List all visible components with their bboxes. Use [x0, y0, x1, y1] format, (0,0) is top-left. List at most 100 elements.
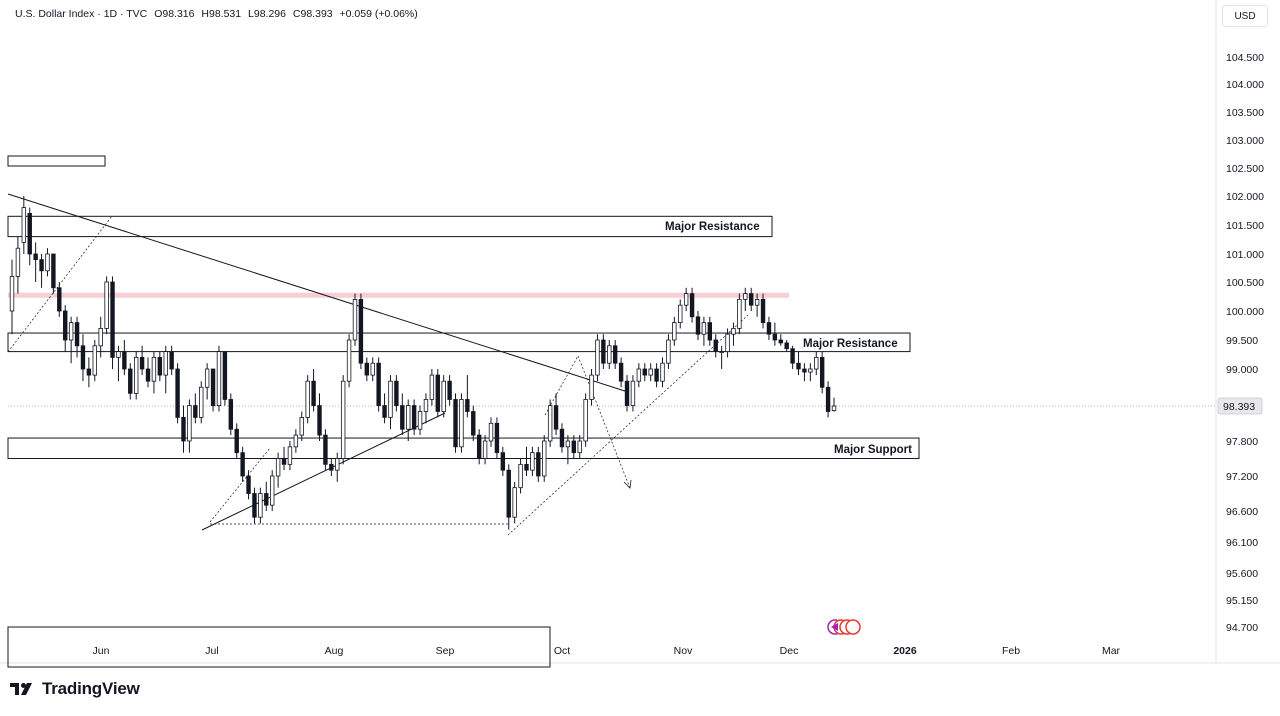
candle: [784, 340, 789, 352]
time-axis: Jun Jul Aug Sep Oct Nov Dec 2026 Feb Mar: [93, 645, 1121, 657]
candle: [571, 435, 576, 459]
candle: [110, 276, 115, 369]
candle: [719, 345, 724, 369]
candle: [80, 334, 86, 382]
candle-body: [382, 405, 387, 418]
legend-symbol[interactable]: U.S. Dollar Index · 1D · TVC: [15, 8, 148, 20]
candle-body: [447, 380, 452, 400]
candle: [559, 423, 565, 453]
candle-body: [63, 310, 68, 341]
candle-body: [471, 411, 476, 436]
candle-body: [790, 348, 795, 364]
last-price-box: [1217, 397, 1263, 415]
candle-body: [358, 298, 364, 364]
candle-body: [542, 440, 547, 477]
candle: [760, 293, 766, 329]
price-tick-label: 102.500: [1226, 163, 1264, 175]
candle: [530, 446, 535, 476]
candle-body: [648, 368, 653, 376]
candle-body: [270, 475, 275, 506]
candle: [488, 417, 494, 447]
candle-body: [678, 304, 683, 324]
candle-body: [695, 316, 701, 335]
candle-body: [86, 368, 92, 376]
candle-body: [825, 386, 831, 412]
candle-body: [453, 399, 458, 448]
candle-body: [163, 351, 168, 376]
candle: [57, 282, 62, 317]
candle-body: [364, 362, 370, 376]
candle-body: [459, 399, 464, 448]
candle: [157, 351, 163, 382]
candle: [346, 334, 352, 388]
candle-body: [376, 362, 381, 406]
candle: [417, 405, 423, 436]
candle: [589, 369, 594, 406]
candle: [601, 334, 606, 369]
candle-body: [612, 345, 618, 364]
candle: [45, 248, 50, 277]
time-tick-label: 2026: [893, 645, 917, 657]
plot-background: [8, 6, 1216, 663]
candle-body: [133, 356, 139, 394]
candle-body: [796, 362, 801, 370]
candle-body: [222, 351, 228, 400]
price-tick-label: 99.500: [1226, 335, 1258, 347]
candle-body: [175, 368, 180, 418]
candle-body: [530, 452, 535, 471]
last-price-label: 98.393: [1223, 401, 1255, 413]
candle: [210, 368, 216, 412]
candle: [654, 363, 659, 388]
time-tick-label: Mar: [1102, 645, 1121, 657]
candle: [429, 369, 435, 406]
candle: [542, 435, 547, 482]
candle-body: [122, 351, 127, 370]
price-tick-label: 100.500: [1226, 277, 1264, 289]
last-price-tag: 98.393: [1217, 397, 1263, 415]
candle: [128, 363, 133, 400]
candle-body: [802, 368, 807, 373]
candle-body: [630, 380, 636, 406]
candle-body: [808, 368, 813, 373]
candle: [423, 393, 429, 424]
candle-body: [246, 475, 251, 494]
currency-button[interactable]: USD: [1222, 5, 1268, 27]
candle-body: [335, 458, 340, 471]
candle: [754, 293, 760, 317]
arrow-head: [623, 479, 632, 489]
candle-body: [181, 416, 186, 442]
highlight-level: [8, 292, 789, 298]
candle-body: [311, 380, 316, 406]
candle-body: [589, 374, 594, 400]
candle-body: [116, 351, 121, 358]
legend-high: H98.531: [201, 8, 242, 20]
event-flag: [831, 623, 838, 631]
price-tick-label: 95.600: [1226, 568, 1258, 580]
candle: [216, 345, 222, 412]
candle: [743, 287, 748, 311]
candle: [275, 452, 281, 488]
time-tick-label: Jul: [205, 645, 218, 657]
price-tick-label: 102.000: [1226, 191, 1264, 203]
candle: [406, 399, 411, 441]
candle: [340, 375, 346, 465]
candle: [636, 363, 642, 388]
candle: [660, 357, 665, 388]
candle-body: [749, 293, 754, 306]
candle: [547, 399, 553, 447]
candle: [281, 446, 287, 471]
candle-body: [388, 380, 393, 418]
candle-body: [169, 351, 174, 370]
time-tick-label: Oct: [554, 645, 570, 657]
candle-body: [45, 253, 50, 272]
candle-body: [329, 463, 334, 471]
candle: [536, 446, 541, 482]
candle: [139, 345, 145, 376]
candle: [731, 322, 736, 346]
candle-body: [9, 275, 15, 312]
candle-body: [506, 469, 511, 518]
candle: [831, 397, 837, 412]
candle-body: [571, 440, 576, 454]
